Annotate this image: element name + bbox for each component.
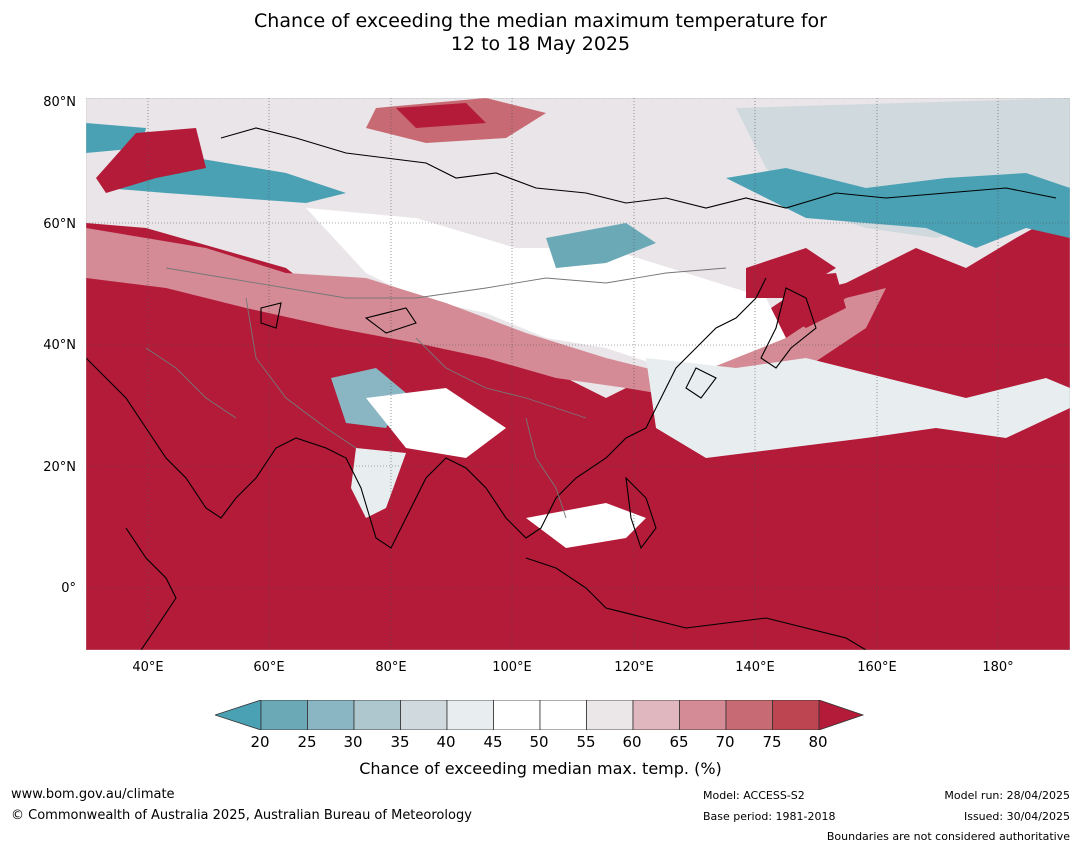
colorbar-tick: 55 [576,733,596,751]
colorbar-tick: 45 [483,733,503,751]
tibet-white-patch [366,388,506,458]
colorbar-tick: 25 [297,733,317,751]
footer-issued: Issued: 30/04/2025 [963,810,1070,823]
graticule [86,98,1070,650]
lon-label-60e: 60°E [253,660,285,675]
probability-map [86,98,1070,650]
coastlines [86,127,1057,650]
colorbar [215,700,865,730]
colorbar-tick: 35 [390,733,410,751]
colorbar-tick: 80 [808,733,828,751]
colorbar-tick: 65 [669,733,689,751]
central-white-region [306,208,786,378]
lat-label-60n: 60°N [43,217,76,232]
northwest-red-patch [96,128,206,193]
footer-model: Model: ACCESS-S2 [703,789,805,802]
footer-model-run: Model run: 28/04/2025 [944,789,1070,802]
colorbar-bin [493,700,541,730]
colorbar-tick: 30 [343,733,363,751]
colorbar-bin [260,700,308,730]
pink-band-midlatitude [86,228,886,398]
colorbar-extend-high [818,700,865,730]
colorbar-bin [307,700,355,730]
colorbar-bin [586,700,634,730]
colorbar-bin [353,700,401,730]
japan-red-patch [781,273,846,328]
colorbar-tick: 75 [762,733,782,751]
lon-label-100e: 100°E [492,660,532,675]
colorbar-tick: 70 [715,733,735,751]
colorbar-bin [725,700,773,730]
colorbar-bin [539,700,587,730]
colorbar-tick: 50 [529,733,549,751]
colorbar-tick: 60 [622,733,642,751]
colorbar-bin [446,700,494,730]
kamchatka-red [746,248,836,298]
lon-label-140e: 140°E [735,660,775,675]
colorbar-bin [772,700,820,730]
lat-label-40n: 40°N [43,338,76,353]
lon-label-40e: 40°E [132,660,164,675]
map-title-line-1: Chance of exceeding the median maximum t… [254,10,827,32]
footer-disclaimer: Boundaries are not considered authoritat… [826,830,1070,843]
colorbar-bin [679,700,727,730]
lon-label-180: 180° [982,660,1014,675]
colorbar-bin [632,700,680,730]
lon-label-160e: 160°E [857,660,897,675]
south-china-sea-white [526,503,646,548]
colorbar-tick: 20 [250,733,270,751]
colorbar-bin [400,700,448,730]
footer-copyright: © Commonwealth of Australia 2025, Austra… [11,808,472,823]
lon-label-120e: 120°E [614,660,654,675]
colorbar-tick: 40 [436,733,456,751]
siberia-blue-region [726,168,1070,248]
north-pacific-mixed [646,358,1070,458]
lake-baikal-blue [546,223,656,268]
colorbar-label: Chance of exceeding median max. temp. (%… [359,759,722,778]
lat-label-0: 0° [61,581,76,596]
lat-label-80n: 80°N [43,95,76,110]
map-title-line-2: 12 to 18 May 2025 [450,33,631,55]
lon-label-80e: 80°E [375,660,407,675]
lat-label-20n: 20°N [43,460,76,475]
arctic-red-core [396,103,486,128]
footer-base-period: Base period: 1981-2018 [703,810,836,823]
country-borders [145,267,727,519]
colorbar-extend-low [215,700,262,730]
footer-url[interactable]: www.bom.gov.au/climate [11,787,175,802]
